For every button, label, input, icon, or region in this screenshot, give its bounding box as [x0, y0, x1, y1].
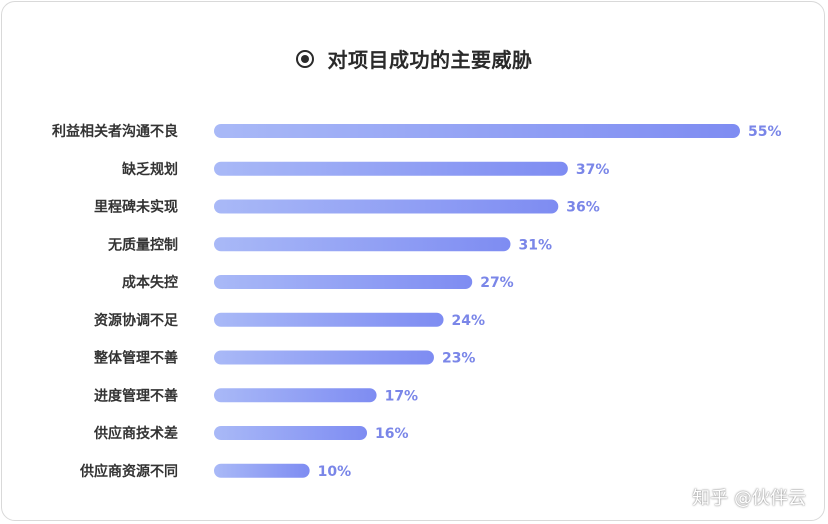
- value-label: 36%: [566, 200, 600, 216]
- bar: [214, 199, 559, 214]
- bar: [214, 237, 511, 252]
- bar: [214, 426, 368, 440]
- category-label: 缺乏规划: [122, 161, 178, 178]
- category-label: 无质量控制: [107, 236, 178, 253]
- category-label: 利益相关者沟通不良: [52, 123, 178, 140]
- value-label: 37%: [576, 162, 610, 178]
- category-label: 成本失控: [122, 274, 178, 291]
- watermark: 知乎 @伙伴云: [692, 488, 806, 509]
- value-label: 31%: [518, 237, 552, 253]
- category-label: 里程碑未实现: [94, 199, 178, 216]
- value-label: 23%: [442, 351, 476, 367]
- value-label: 27%: [480, 275, 514, 291]
- value-label: 17%: [385, 388, 419, 404]
- bar: [214, 463, 310, 478]
- value-label: 10%: [318, 464, 352, 480]
- category-label: 资源协调不足: [94, 312, 179, 329]
- value-label: 16%: [375, 426, 409, 442]
- category-label: 供应商资源不同: [79, 463, 178, 480]
- chart-title: 对项目成功的主要威胁: [327, 48, 533, 72]
- chart-title-container: 对项目成功的主要威胁: [0, 44, 828, 73]
- category-label: 进度管理不善: [94, 387, 178, 404]
- bars-layer: 利益相关者沟通不良 55% 缺乏规划 37% 里程碑未实现 36% 无质量控制 31% 成本失控…: [52, 123, 782, 480]
- category-label: 整体管理不善: [93, 350, 178, 367]
- bar: [214, 388, 377, 403]
- category-label: 供应商技术差: [93, 425, 178, 442]
- radio-target-icon: [295, 50, 314, 68]
- bar: [214, 275, 473, 289]
- bar: [214, 312, 444, 327]
- value-label: 55%: [748, 124, 782, 140]
- bar: [214, 350, 434, 365]
- bar: [214, 124, 740, 138]
- value-label: 24%: [452, 313, 486, 329]
- bar: [214, 161, 568, 176]
